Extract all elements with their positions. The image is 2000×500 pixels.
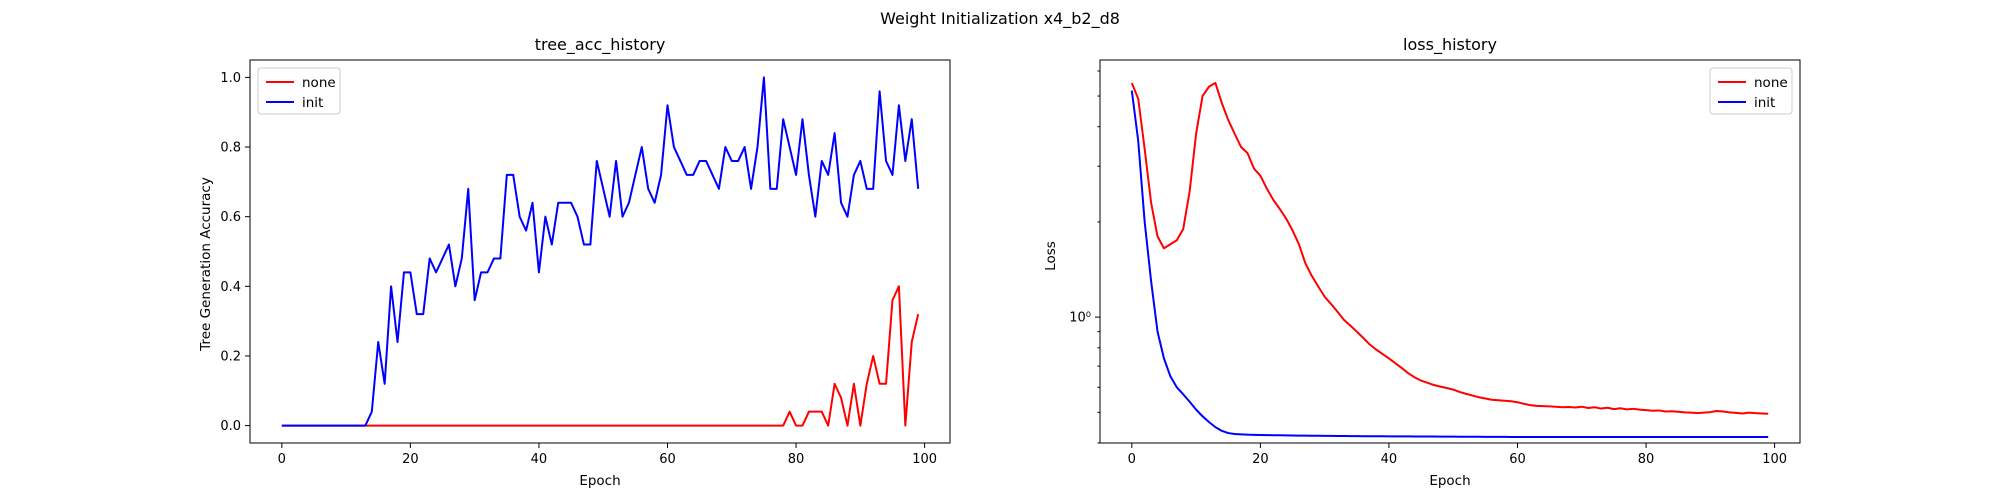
accuracy-ticks: 0 20 40 60 80 100 0.0 0.2 0.4 0.6 0.8 1.0 (220, 71, 937, 467)
accuracy-chart: tree_acc_history Epoch Tree Generation A… (198, 35, 951, 489)
loss-legend-label-none: none (1754, 75, 1788, 91)
loss-ticks: 0 20 40 60 80 100 10⁰ (1069, 70, 1787, 467)
loss-x-tick-label: 0 (1128, 452, 1136, 467)
loss-x-tick-label: 60 (1509, 452, 1526, 467)
loss-x-tick-label: 40 (1381, 452, 1398, 467)
accuracy-x-tick-label: 0 (278, 452, 286, 467)
accuracy-x-tick-label: 20 (402, 452, 419, 467)
figure-title: Weight Initialization x4_b2_d8 (880, 9, 1120, 29)
accuracy-y-tick-label: 1.0 (220, 71, 241, 86)
accuracy-x-tick-label: 100 (912, 452, 937, 467)
accuracy-y-tick-label: 0.8 (220, 141, 241, 156)
accuracy-x-tick-label: 40 (531, 452, 548, 467)
accuracy-y-axis-label: Tree Generation Accuracy (198, 177, 214, 352)
accuracy-chart-title: tree_acc_history (535, 35, 666, 55)
accuracy-legend-label-none: none (302, 75, 336, 91)
loss-x-tick-label: 20 (1252, 452, 1269, 467)
loss-chart-title: loss_history (1403, 35, 1497, 55)
loss-series-init-line (1130, 90, 1769, 438)
loss-chart: loss_history Epoch Loss 0 20 40 60 80 10010⁰ … (1043, 35, 1801, 489)
accuracy-series-init-line (281, 76, 920, 427)
accuracy-axes-frame (249, 59, 951, 444)
accuracy-y-tick-label: 0.4 (220, 280, 241, 295)
accuracy-plot-area (281, 76, 920, 427)
accuracy-series-none-line (281, 285, 920, 427)
accuracy-x-tick-label: 60 (659, 452, 676, 467)
accuracy-legend: none init (257, 67, 341, 115)
loss-x-tick-label: 100 (1762, 452, 1787, 467)
loss-x-axis-label: Epoch (1429, 473, 1470, 489)
loss-y-tick-label: 10⁰ (1069, 311, 1091, 326)
loss-x-tick-label: 80 (1638, 452, 1655, 467)
loss-axes-frame (1099, 59, 1801, 444)
accuracy-x-axis-label: Epoch (579, 473, 620, 489)
accuracy-x-tick-label: 80 (788, 452, 805, 467)
accuracy-y-tick-label: 0.6 (220, 210, 241, 225)
loss-plot-area (1130, 81, 1769, 438)
loss-series-none-line (1130, 81, 1769, 415)
loss-y-axis-label: Loss (1043, 241, 1059, 271)
accuracy-y-tick-label: 0.0 (220, 419, 241, 434)
loss-legend: none init (1709, 67, 1793, 115)
accuracy-legend-label-init: init (302, 95, 323, 111)
accuracy-y-tick-label: 0.2 (220, 349, 241, 364)
loss-legend-label-init: init (1754, 95, 1775, 111)
